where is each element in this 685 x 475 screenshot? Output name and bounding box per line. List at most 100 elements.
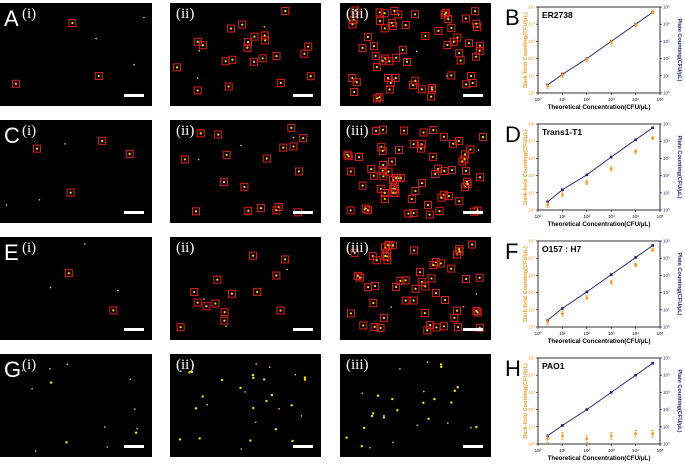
plate-count-point [609, 155, 613, 159]
y-axis-label: Dark-field Counting(CFU/μL) [523, 246, 529, 322]
panel-letter-h: H [505, 356, 521, 381]
bacterium-marker [202, 302, 211, 311]
speck [203, 298, 205, 300]
darkfield-point [609, 432, 613, 440]
bacterium-marker [11, 79, 20, 88]
y2-axis-label: Plate Counting(CFU/μL) [676, 135, 682, 198]
plot-frame [537, 6, 661, 94]
bacterium-marker [378, 166, 387, 175]
x-axis-label: Theoretical Concentration(CFU/μL) [548, 221, 651, 228]
x-tick-label: 10¹ [559, 331, 566, 336]
bacterium-marker [411, 76, 420, 85]
bacterium-marker [221, 57, 230, 66]
x-tick-label: 10⁰ [535, 331, 542, 336]
y-tick-label: 10⁵ [528, 5, 535, 10]
bacterium-marker [299, 134, 308, 143]
speck [244, 391, 246, 393]
bacterium-dot [239, 386, 242, 390]
bacterium-marker [421, 31, 430, 40]
bacterium-marker [454, 137, 463, 146]
bacterium-marker [350, 248, 359, 257]
plate-count-line [547, 245, 653, 321]
bacterium-marker [475, 46, 484, 55]
y2-tick-label: 10³ [663, 39, 670, 44]
chart-title: ER2738 [542, 10, 573, 20]
bacterium-marker [224, 82, 233, 91]
bacterium-marker [434, 164, 443, 173]
scale-bar [463, 94, 483, 97]
bacterium-marker [427, 83, 436, 92]
x-tick-label: 10³ [608, 331, 615, 336]
bacterium-marker [384, 74, 393, 83]
bacterium-marker [352, 78, 361, 87]
bacterium-marker [447, 264, 456, 273]
speck [286, 268, 289, 271]
bacterium-marker [462, 166, 471, 175]
panel-sublabel: (iii) [346, 240, 369, 256]
speck [117, 289, 119, 292]
panel-letter-d: D [505, 122, 521, 147]
bacterium-marker [460, 155, 469, 164]
bacterium-marker [109, 306, 118, 315]
micrograph-c-1: (i) [0, 120, 152, 223]
bacterium-marker [424, 200, 433, 209]
micrograph-image [178, 362, 307, 450]
panel-sublabel: (ii) [176, 357, 195, 373]
panel-letter-e: E [4, 240, 19, 265]
scale-bar [293, 328, 313, 331]
bacterium-marker [419, 128, 428, 137]
bacterium-marker [344, 152, 353, 161]
bacterium-marker [379, 161, 388, 170]
bacterium-marker [375, 16, 384, 25]
bacterium-marker [471, 7, 480, 16]
darkfield-point [560, 310, 564, 317]
darkfield-point [546, 83, 550, 90]
panel-letter-f: F [505, 239, 519, 264]
bacterium-marker [294, 167, 303, 176]
y-tick-label: 10⁴ [528, 22, 535, 27]
plate-count-point [561, 424, 564, 427]
bacterium-marker [191, 207, 200, 216]
panel-letter-b: B [505, 5, 520, 30]
bacterium-dot [49, 381, 53, 384]
bacterium-marker [372, 256, 381, 265]
y-axis-label: Dark-field Counting(CFU/μL) [523, 363, 529, 439]
micrograph-e-2: (ii) [170, 237, 321, 340]
bacterium-marker [447, 23, 456, 32]
panel-sublabel: (ii) [176, 123, 195, 139]
bacterium-dot [65, 441, 68, 444]
micrograph-c-2: (ii) [170, 120, 321, 223]
y2-tick-label: 10¹ [663, 424, 670, 429]
bacterium-marker [387, 18, 396, 27]
chart-title: O157 : H7 [542, 244, 581, 254]
plate-count-point [634, 373, 637, 377]
x-tick-label: 10⁴ [632, 448, 639, 453]
x-tick-label: 10⁰ [535, 97, 542, 102]
speck [361, 392, 364, 394]
bacterium-marker [173, 63, 182, 72]
y2-tick-label: 10⁰ [663, 208, 670, 213]
bacterium-marker [449, 37, 458, 46]
plate-count-point [651, 361, 654, 365]
x-tick-label: 10² [584, 97, 591, 102]
bacterium-marker [462, 275, 471, 284]
bacterium-dot [270, 393, 274, 397]
y2-tick-label: 10⁵ [663, 5, 670, 10]
chart-title: Trans1-T1 [542, 127, 582, 137]
speck [399, 367, 401, 370]
y2-tick-label: 10⁵ [663, 239, 670, 244]
bacterium-marker [380, 9, 389, 18]
bacterium-marker [196, 129, 205, 138]
plate-count-point [634, 256, 637, 259]
bacterium-marker [250, 32, 259, 41]
bacterium-marker [238, 20, 247, 29]
y-tick-label: 10⁵ [528, 356, 535, 361]
scale-bar [124, 94, 144, 97]
x-tick-label: 10⁴ [632, 331, 639, 336]
darkfield-point [634, 263, 638, 268]
y-tick-label: 10³ [528, 390, 535, 395]
bacterium-marker [279, 143, 288, 152]
bacterium-marker [417, 85, 426, 94]
darkfield-point [609, 166, 613, 172]
bacterium-marker [68, 19, 77, 28]
